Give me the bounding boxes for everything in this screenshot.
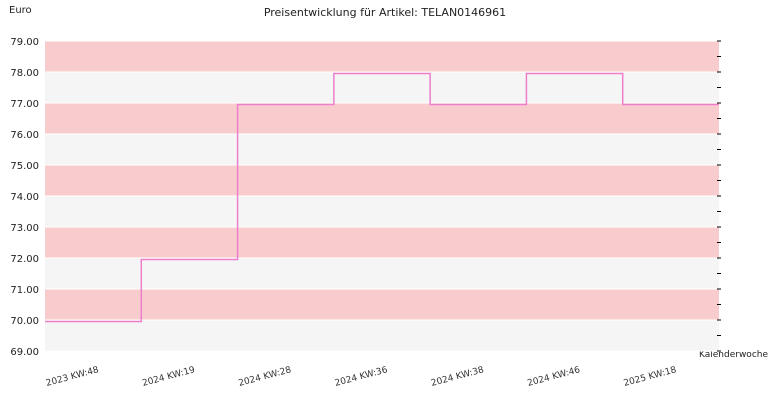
x-axis-label: Kalenderwoche — [699, 350, 769, 360]
y-tick-label: 73.00 — [10, 223, 39, 234]
x-tick-label: 2023 KW:48 — [45, 365, 100, 389]
grid-band — [45, 165, 719, 196]
chart-title: Preisentwicklung für Artikel: TELAN01469… — [263, 6, 507, 19]
grid-band — [45, 320, 719, 351]
y-tick-label: 79.00 — [10, 37, 39, 48]
y-tick-label: 77.00 — [10, 99, 39, 110]
grid-band — [45, 196, 719, 227]
x-tick-label: 2024 KW:36 — [334, 365, 389, 389]
grid-band — [45, 103, 719, 134]
y-tick-label: 72.00 — [10, 254, 39, 265]
x-tick-label: 2025 KW:18 — [623, 365, 678, 389]
grid-band — [45, 258, 719, 289]
grid-band — [45, 134, 719, 165]
x-tick-label: 2024 KW:46 — [526, 365, 581, 389]
y-tick-label: 69.00 — [10, 347, 39, 358]
grid-band — [45, 289, 719, 320]
y-tick-label: 74.00 — [10, 192, 39, 203]
y-tick-label: 76.00 — [10, 130, 39, 141]
grid-band — [45, 72, 719, 103]
x-tick-label: 2024 KW:38 — [430, 365, 485, 389]
grid-band — [45, 227, 719, 258]
x-tick-label: 2024 KW:19 — [141, 365, 196, 389]
y-tick-label: 75.00 — [10, 161, 39, 172]
y-tick-label: 70.00 — [10, 316, 39, 327]
y-tick-label: 78.00 — [10, 68, 39, 79]
grid-band — [45, 41, 719, 72]
x-tick-label: 2024 KW:28 — [238, 365, 293, 389]
price-series-line — [45, 72, 719, 323]
y-axis-label: Euro — [9, 5, 32, 16]
y-tick-label: 71.00 — [10, 285, 39, 296]
